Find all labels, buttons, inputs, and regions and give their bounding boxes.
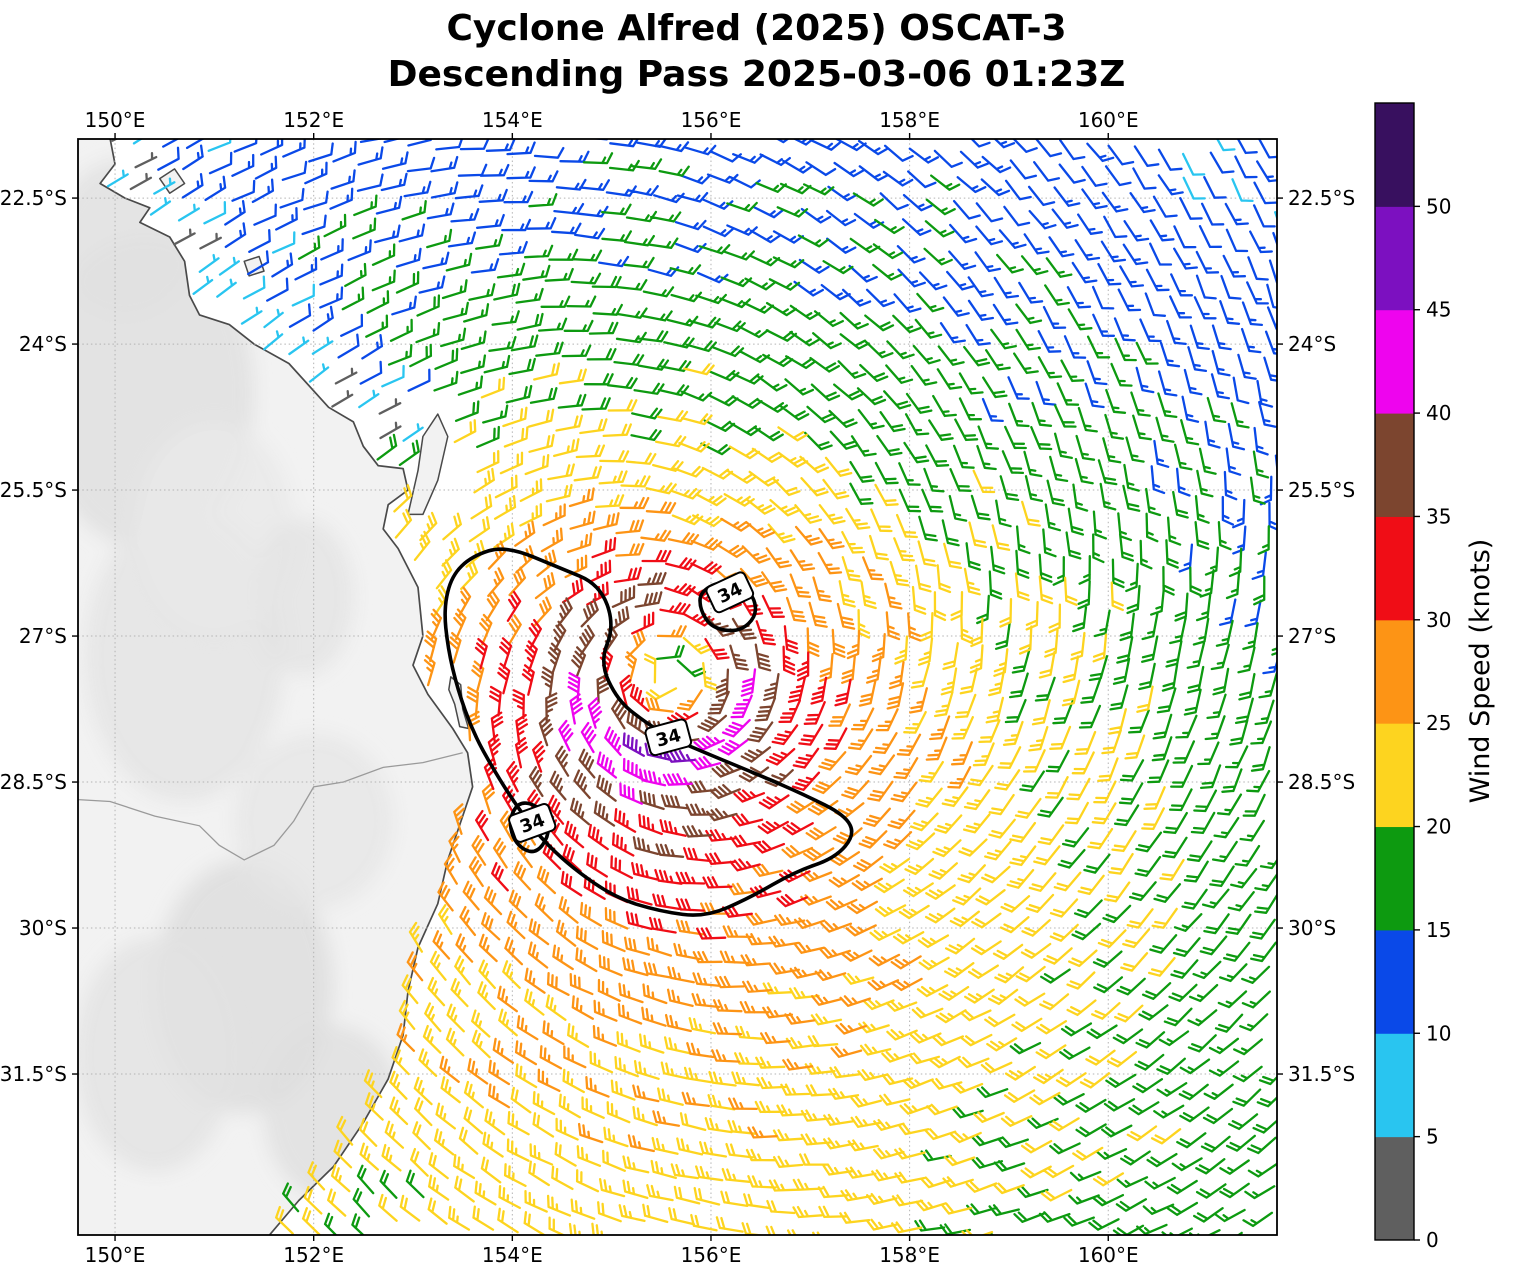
colorbar-tick-label: 45 <box>1426 298 1451 322</box>
lat-tick-label-left: 28.5°S <box>0 770 67 794</box>
colorbar-tick-label: 35 <box>1426 504 1451 528</box>
terrain-patch <box>234 733 394 909</box>
lon-tick-label-top: 152°E <box>283 108 344 132</box>
colorbar-tick-label: 50 <box>1426 194 1451 218</box>
island <box>243 255 265 277</box>
colorbar: 0 5 10 15 20 25 30 35 40 45 50 <box>1374 102 1451 1252</box>
colorbar-tick-label: 40 <box>1426 401 1451 425</box>
terrain-patch <box>254 519 354 675</box>
contour-34kt-label: 34 <box>644 718 693 757</box>
colorbar-tick-label: 30 <box>1426 608 1451 632</box>
lon-tick-label-bottom: 154°E <box>482 1243 543 1264</box>
colorbar-segment <box>1375 206 1414 311</box>
wind-barbs-#0a49e8 <box>157 139 1277 675</box>
contour-34kt-label: 34 <box>705 571 755 614</box>
lon-tick-label-top: 154°E <box>482 108 543 132</box>
lat-tick-label-right: 24°S <box>1288 332 1336 356</box>
lat-tick-label-left: 25.5°S <box>0 478 67 502</box>
colorbar-segment <box>1375 516 1414 621</box>
wind-barbs-#f00d16 <box>474 537 852 940</box>
colorbar-segment <box>1375 1136 1414 1241</box>
colorbar-segment <box>1375 826 1414 931</box>
contour-34kt-line <box>443 547 854 917</box>
gale-contour-34kt: 34 34 34 <box>443 547 854 917</box>
contour-34kt-label: 34 <box>508 802 557 843</box>
terrain-shading <box>78 159 404 1201</box>
wind-barbs-#ee04ee <box>558 668 757 805</box>
chart-title-line2: Descending Pass 2025-03-06 01:23Z <box>387 54 1126 95</box>
contour-label-box <box>705 571 755 614</box>
colorbar-label: Wind Speed (knots) <box>1465 539 1496 804</box>
lon-tick-label-bottom: 150°E <box>85 1243 146 1264</box>
wind-barbs-#0d9a10 <box>282 152 1277 1235</box>
wind-barbs-layer <box>106 139 1277 1235</box>
colorbar-tick-label: 0 <box>1426 1228 1439 1252</box>
lat-tick-label-right: 25.5°S <box>1288 478 1355 502</box>
lat-tick-label-right: 30°S <box>1288 916 1336 940</box>
lon-tick-label-top: 150°E <box>85 108 146 132</box>
colorbar-segment <box>1375 413 1414 517</box>
wind-barbs-#fdd41f <box>275 362 1185 1235</box>
contour-label-box <box>508 802 557 843</box>
colorbar-segment <box>1375 309 1414 414</box>
lon-tick-label-bottom: 160°E <box>1078 1243 1139 1264</box>
land-layer <box>78 139 474 1235</box>
colorbar-outline <box>1374 102 1415 1241</box>
lon-tick-label-bottom: 156°E <box>681 1243 742 1264</box>
wind-barbs-#29c5f0 <box>106 139 1277 442</box>
lat-tick-label-right: 28.5°S <box>1288 770 1355 794</box>
colorbar-segment <box>1375 1033 1414 1138</box>
chart-title: Cyclone Alfred (2025) OSCAT-3 Descending… <box>0 6 1513 98</box>
contour-label-box <box>644 718 693 757</box>
colorbar-tick-label: 5 <box>1426 1125 1439 1149</box>
lon-tick-label-bottom: 152°E <box>283 1243 344 1264</box>
lat-tick-label-left: 24°S <box>19 332 67 356</box>
terrain-patch <box>134 421 294 637</box>
colorbar-tick-label: 25 <box>1426 711 1451 735</box>
lat-tick-label-left: 30°S <box>19 916 67 940</box>
state-border <box>78 752 463 861</box>
lat-tick-label-right: 22.5°S <box>1288 186 1355 210</box>
colorbar-segment <box>1375 723 1414 828</box>
lat-tick-label-left: 27°S <box>19 624 67 648</box>
lat-tick-label-left: 31.5°S <box>0 1062 67 1086</box>
colorbar-segment <box>1375 103 1414 207</box>
lon-tick-label-bottom: 158°E <box>879 1243 940 1264</box>
lat-tick-label-right: 27°S <box>1288 624 1336 648</box>
lon-tick-label-top: 158°E <box>879 108 940 132</box>
colorbar-tick-label: 20 <box>1426 815 1451 839</box>
map-frame <box>77 138 1278 1236</box>
colorbar-tick-label: 15 <box>1426 918 1451 942</box>
lon-tick-label-top: 156°E <box>681 108 742 132</box>
terrain-patch <box>78 937 235 1172</box>
axis-ticks-and-labels: 150°E 150°E 152°E 152°E 154°E 154°E 156°E 156°E… <box>0 108 1355 1264</box>
wind-barbs-#fd9415 <box>396 487 973 1153</box>
chart-title-line1: Cyclone Alfred (2025) OSCAT-3 <box>446 8 1067 49</box>
wind-barbs-#5f5f5f <box>111 139 402 440</box>
lat-tick-label-left: 22.5°S <box>0 186 67 210</box>
island <box>448 676 470 730</box>
colorbar-segment <box>1375 929 1414 1034</box>
lat-tick-label-right: 31.5°S <box>1288 1062 1355 1086</box>
lon-tick-label-top: 160°E <box>1078 108 1139 132</box>
colorbar-tick-label: 10 <box>1426 1021 1451 1045</box>
island <box>407 413 449 516</box>
colorbar-segment <box>1375 619 1414 724</box>
